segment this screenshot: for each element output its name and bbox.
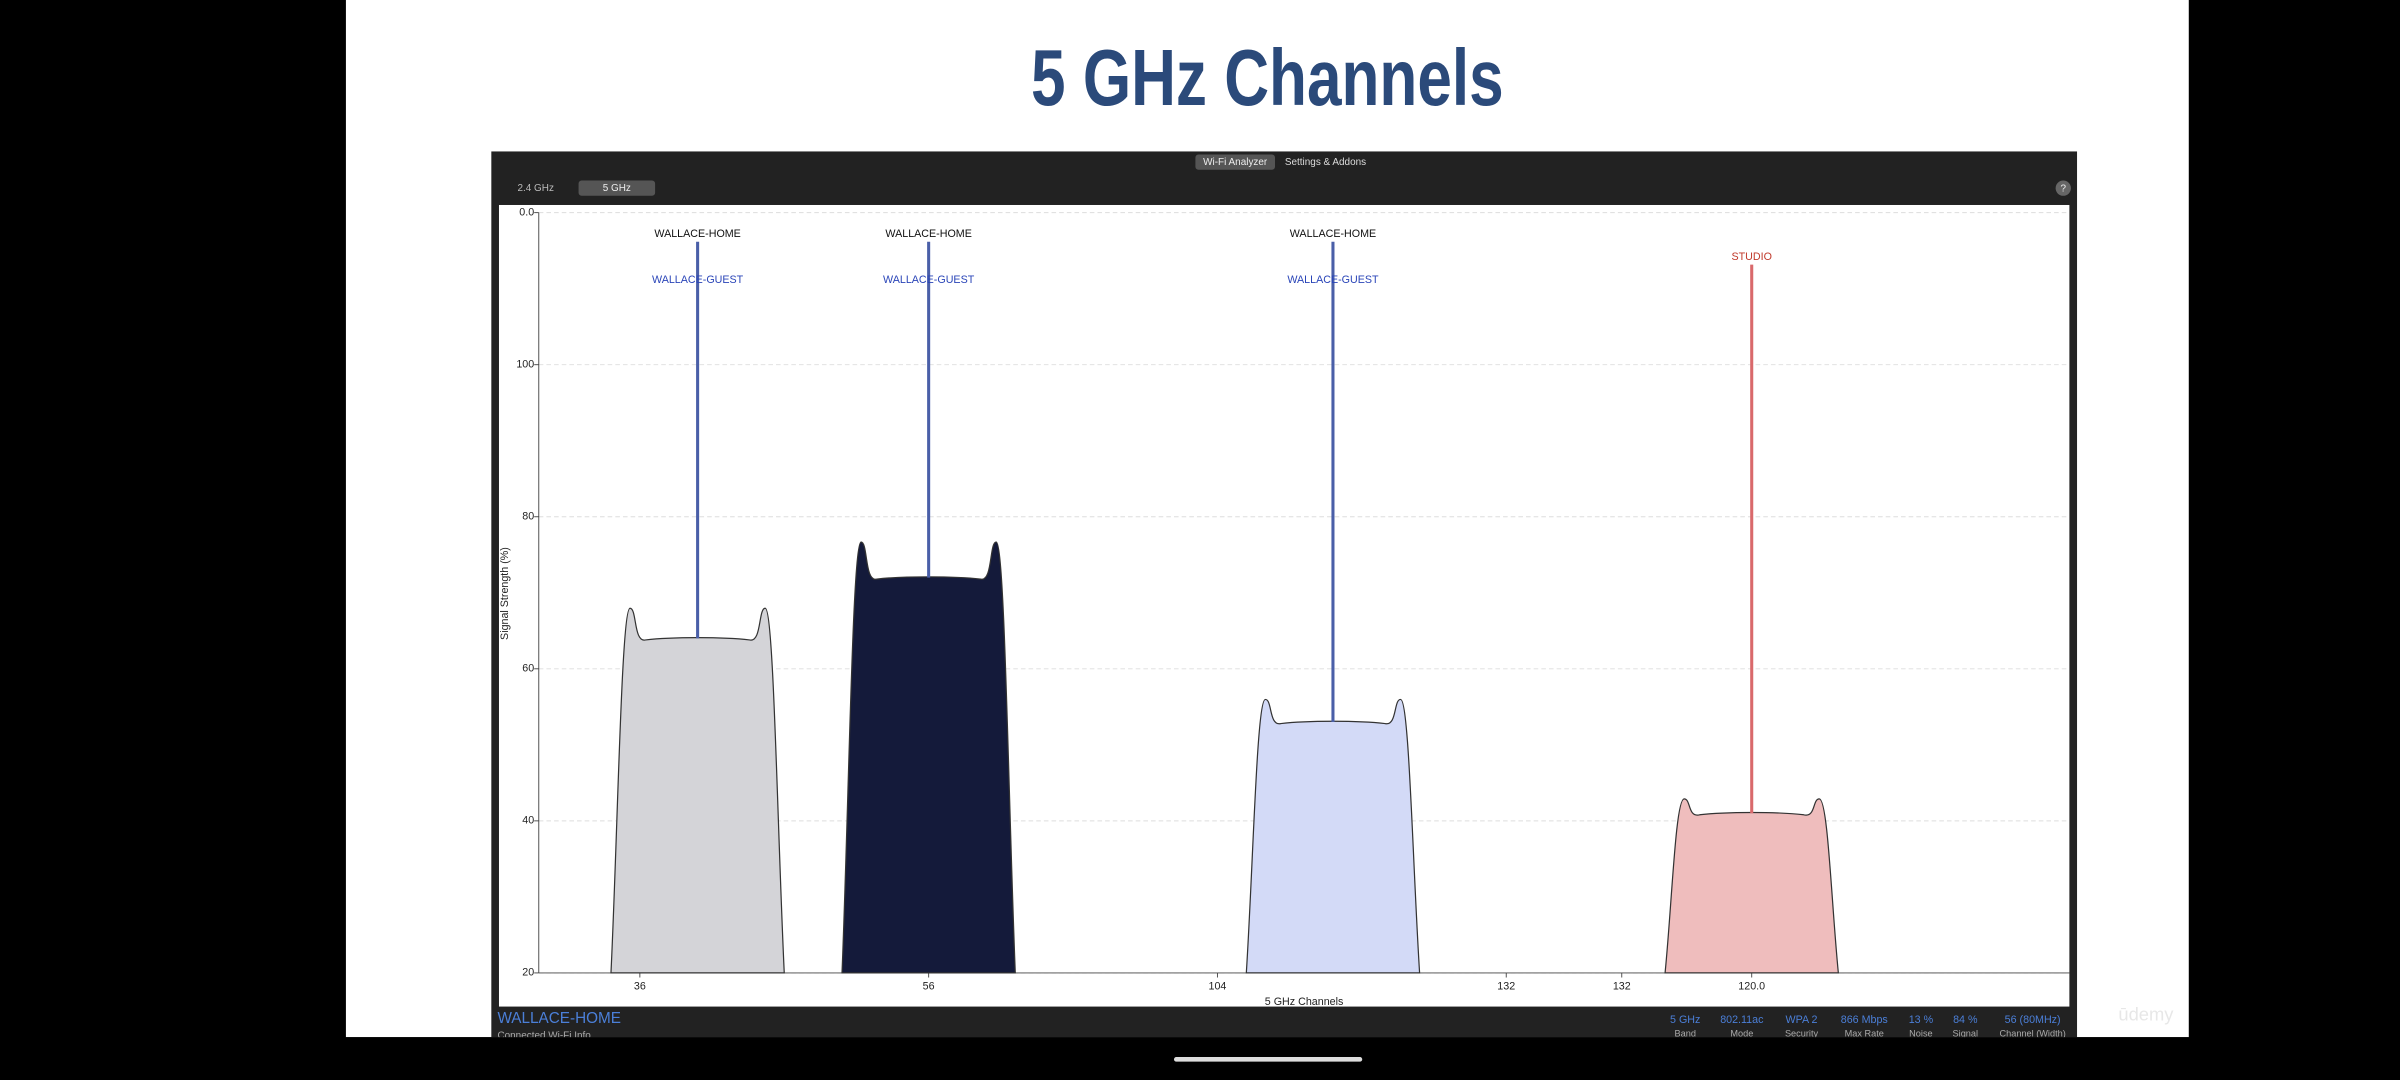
tab-selected-bg (1195, 154, 1275, 170)
footer-stats: 5 GHz Band 802.11ac Mode WPA 2 Security 866 Mb… (1670, 1014, 2066, 1038)
band-tab[interactable]: 5 GHz (603, 183, 631, 194)
y-tick-label: 100 (516, 359, 534, 371)
x-tick-label: 36 (634, 981, 646, 993)
stat-value: WPA 2 (1786, 1014, 1818, 1026)
y-tick-label: 60 (522, 663, 534, 675)
tab[interactable]: Wi-Fi Analyzer (1203, 157, 1268, 168)
stat-value: 5 GHz (1670, 1014, 1700, 1026)
watermark: ūdemy (2118, 1004, 2174, 1025)
network-name: WALLACE-HOME (654, 228, 740, 240)
stat-value: 802.11ac (1720, 1014, 1764, 1026)
x-tick-label: 132 (1497, 981, 1515, 993)
x-tick-label: 120.0 (1738, 981, 1765, 993)
y-axis-label: Signal Strength (%) (499, 547, 511, 640)
band-tab-selected-bg (578, 180, 656, 196)
help-button-bg (2055, 180, 2071, 196)
home-indicator (1173, 1057, 1363, 1062)
stat-value: 56 (80MHz) (2005, 1014, 2061, 1026)
y-tick-label: 40 (522, 815, 534, 827)
tab[interactable]: Settings & Addons (1285, 157, 1366, 168)
network-name: WALLACE-GUEST (1287, 274, 1379, 286)
stat-label: Security (1785, 1029, 1819, 1039)
footer-subtitle: Connected Wi-Fi Info (497, 1030, 591, 1041)
stat-value: 13 % (1909, 1014, 1934, 1026)
stat-value: 84 % (1953, 1014, 1978, 1026)
x-tick-label: 104 (1209, 981, 1227, 993)
footer-network: WALLACE-HOME (497, 1010, 621, 1027)
help-button[interactable]: ? (2060, 184, 2066, 195)
plot: 0.0 100 80 60 40 20 36 56 104 132 132 120.0 WALLACE-… (516, 206, 2070, 993)
stat-label: Band (1674, 1029, 1695, 1039)
x-tick-label: 132 (1613, 981, 1631, 993)
y-tick-label: 0.0 (519, 206, 534, 218)
y-tick-label: 20 (522, 967, 534, 979)
stat-label: Channel (Width) (2000, 1029, 2066, 1039)
y-tick-label: 80 (522, 511, 534, 523)
network-name: WALLACE-GUEST (652, 274, 744, 286)
stat-label: Max Rate (1845, 1029, 1884, 1039)
network-signal (1245, 698, 1421, 974)
stat-value: 866 Mbps (1841, 1014, 1888, 1026)
stat-label: Signal (1953, 1029, 1979, 1039)
network-name: STUDIO (1731, 251, 1771, 263)
x-tick-label: 56 (923, 981, 935, 993)
x-axis-label: 5 GHz Channels (1265, 996, 1344, 1008)
stat-label: Mode (1730, 1029, 1753, 1039)
band-tab[interactable]: 2.4 GHz (517, 183, 553, 194)
network-signal (1664, 798, 1840, 974)
network-name: WALLACE-GUEST (883, 274, 975, 286)
network-name: WALLACE-HOME (1290, 228, 1376, 240)
network-signal (841, 541, 1016, 974)
network-signal (610, 607, 785, 974)
slide-title: 5 GHz Channels (1031, 34, 1504, 123)
network-name: WALLACE-HOME (885, 228, 971, 240)
stat-label: Noise (1909, 1029, 1932, 1039)
